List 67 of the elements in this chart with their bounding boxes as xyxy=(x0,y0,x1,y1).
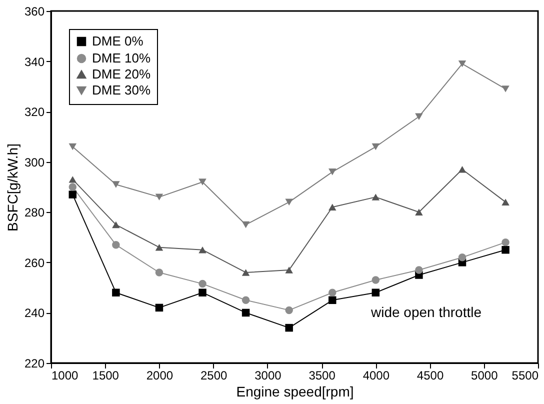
legend-label: DME 30% xyxy=(92,82,151,98)
point xyxy=(112,221,120,228)
y-tick-label: 300 xyxy=(24,155,45,170)
point xyxy=(285,198,293,206)
y-tick-label: 260 xyxy=(24,256,45,270)
x-tick-label: 1000 xyxy=(52,368,79,382)
legend-label: DME 0% xyxy=(92,34,144,48)
point xyxy=(502,246,510,254)
point xyxy=(198,280,206,288)
y-tick-label: 340 xyxy=(24,54,45,69)
y-tick-label: 360 xyxy=(24,4,45,18)
point xyxy=(328,296,336,304)
legend-label: DME 20% xyxy=(92,66,151,82)
point xyxy=(198,178,206,186)
x-tick-label: 2500 xyxy=(200,368,228,382)
x-tick-label: 5500 xyxy=(512,368,539,382)
point xyxy=(242,221,250,228)
point xyxy=(242,269,250,276)
point xyxy=(285,266,293,274)
y-tick-label: 220 xyxy=(24,356,45,370)
x-tick-label: 1500 xyxy=(92,368,120,382)
point xyxy=(458,60,466,68)
point xyxy=(112,181,120,188)
point xyxy=(155,244,164,251)
point xyxy=(198,288,206,296)
point xyxy=(502,238,510,246)
point xyxy=(328,204,336,210)
point xyxy=(285,306,293,314)
point xyxy=(155,268,164,276)
point xyxy=(415,208,423,216)
point xyxy=(458,254,466,262)
point xyxy=(285,324,293,332)
point xyxy=(415,113,423,120)
x-tick-label: 4500 xyxy=(416,368,444,382)
point xyxy=(112,288,120,296)
point xyxy=(68,176,77,183)
x-tick-label: 5000 xyxy=(471,368,498,382)
legend-label: DME 10% xyxy=(92,50,151,66)
point xyxy=(502,86,510,92)
point xyxy=(68,143,77,150)
y-tick-label: 320 xyxy=(24,105,45,120)
y-tick-label: 240 xyxy=(24,306,45,320)
x-tick-label: 4000 xyxy=(362,368,390,382)
point xyxy=(372,288,380,296)
point xyxy=(68,183,77,191)
point xyxy=(372,143,380,150)
point xyxy=(328,168,336,176)
y-tick-label: 280 xyxy=(24,206,45,220)
x-axis-title: Engine speed[rpm] xyxy=(236,384,354,400)
point xyxy=(68,190,77,198)
point xyxy=(328,288,336,296)
point xyxy=(155,304,164,312)
x-tick-label: 3500 xyxy=(308,368,336,382)
annotation: wide open throttle xyxy=(370,304,482,320)
point xyxy=(502,198,510,206)
point xyxy=(415,266,423,274)
point xyxy=(242,308,250,317)
point xyxy=(112,240,120,249)
point xyxy=(458,166,466,173)
x-tick-label: 3000 xyxy=(254,368,282,382)
point xyxy=(155,194,164,200)
point xyxy=(372,276,380,284)
x-tick-label: 2000 xyxy=(146,368,174,382)
point xyxy=(242,296,250,304)
point xyxy=(372,194,380,200)
y-axis-title: BSFC[g/kW.h] xyxy=(4,144,20,232)
point xyxy=(198,246,206,254)
